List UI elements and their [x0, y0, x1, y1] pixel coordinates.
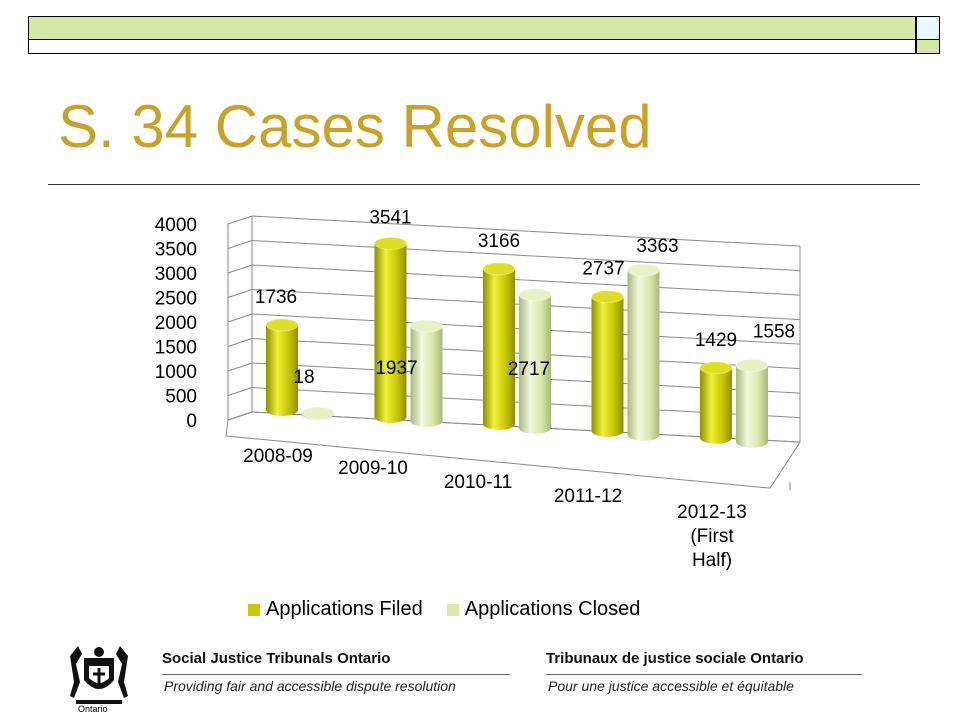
cases-resolved-chart: 0 500 1000 1500 2000 2500 3000 3500 4000 1736 18 35… [155, 207, 801, 571]
tagline-fr: Pour une justice accessible et équitable [548, 678, 794, 694]
gridline [251, 215, 801, 247]
data-label-filed: 3541 [369, 207, 411, 228]
legend-label-closed: Applications Closed [464, 598, 641, 620]
gridline [251, 264, 801, 296]
legend-swatch-closed [446, 603, 459, 616]
bar-filed-top [482, 262, 516, 276]
bar-closed-body [736, 365, 768, 442]
y-tick-label: 3500 [155, 240, 197, 261]
x-tick-label: 2009-10 [338, 458, 408, 479]
bar-filed [699, 361, 733, 444]
bar-filed-base [266, 404, 298, 416]
x-tick-label: 2008-09 [243, 446, 313, 467]
bar-closed [627, 263, 660, 441]
org-divider-fr [546, 674, 862, 675]
gridline-side [227, 240, 253, 249]
bar-closed-top [735, 358, 769, 372]
page-title: S. 34 Cases Resolved [58, 93, 652, 160]
y-tick-label: 0 [186, 411, 197, 432]
bar-filed-top [374, 236, 407, 250]
legend-item-filed: Applications Filed [248, 598, 423, 621]
data-label-closed: 18 [293, 367, 314, 388]
x-tick-label: 2010-11 [444, 472, 512, 493]
x-tick-label: 2012-13 (First Half) [677, 502, 747, 571]
bar-closed [518, 288, 552, 434]
legend-item-closed: Applications Closed [446, 598, 641, 621]
ontario-coat-of-arms-icon [70, 646, 128, 704]
data-label-closed: 1937 [375, 358, 417, 379]
y-tick-label: 500 [165, 387, 197, 408]
bar-closed-base [519, 421, 551, 434]
bar-closed-top [410, 319, 443, 333]
bar-closed-base [627, 428, 660, 441]
bar-filed-top [699, 361, 733, 375]
gridline-side [227, 387, 253, 396]
bar-filed-base [374, 410, 407, 423]
gridline [251, 240, 801, 272]
data-label-filed: 1736 [255, 287, 297, 308]
bar-closed [301, 406, 335, 420]
y-tick-label: 2000 [155, 313, 197, 334]
data-label-closed: 1558 [753, 321, 795, 342]
bar-filed [482, 262, 516, 430]
bar-filed-base [700, 431, 732, 444]
bar-filed [374, 236, 407, 423]
gridline-side [227, 338, 253, 347]
data-label-closed: 2717 [508, 359, 550, 380]
bar-filed [265, 318, 299, 416]
tagline-en: Providing fair and accessible dispute re… [164, 678, 456, 694]
bar-closed [735, 358, 769, 448]
bar-filed-top [265, 318, 299, 332]
bar-filed [591, 290, 624, 437]
gridline-side [227, 313, 253, 323]
org-divider-en [162, 674, 510, 675]
bar-filed-base [483, 417, 515, 430]
bar-filed-body [374, 243, 407, 417]
bar-filed-body [700, 367, 732, 438]
data-label-filed: 2737 [582, 259, 624, 280]
y-tick-label: 3000 [155, 264, 197, 285]
bar-closed-base [736, 435, 768, 448]
bars [265, 236, 769, 448]
gridline-side [227, 289, 253, 298]
bar-closed [410, 319, 443, 427]
data-label-filed: 1429 [695, 330, 737, 351]
legend-label-filed: Applications Filed [266, 598, 423, 620]
bar-closed-body [627, 270, 660, 435]
org-name-fr: Tribunaux de justice sociale Ontario [546, 650, 804, 667]
bar-closed-top [518, 288, 552, 302]
footer: Ontario Social Justice Tribunals Ontario… [60, 638, 880, 720]
data-label-closed: 3363 [636, 236, 678, 257]
bar-filed-body [266, 324, 298, 410]
bar-closed-top [627, 263, 660, 277]
bar-filed-base [591, 424, 624, 437]
decorative-band-bottom-row [28, 39, 916, 54]
y-tick-label: 2500 [155, 289, 197, 310]
gridline-side [227, 264, 253, 274]
x-tick-label: 2011-12 [554, 486, 622, 507]
title-divider [48, 184, 920, 185]
logo-ontario-text: Ontario [78, 704, 108, 714]
bar-closed-base [410, 414, 443, 427]
bar-filed-body [591, 296, 624, 431]
y-tick-label: 1500 [155, 338, 197, 359]
org-name-en: Social Justice Tribunals Ontario [162, 650, 391, 667]
decorative-band-bottom-box [916, 39, 940, 54]
bar-closed-body [410, 326, 443, 421]
gridline-side [227, 215, 253, 225]
decorative-header-band [28, 16, 940, 54]
bar-closed-top [301, 406, 335, 420]
bar-closed-body [519, 294, 551, 428]
bar-filed-top [591, 290, 624, 304]
data-label-filed: 3166 [478, 231, 520, 252]
bar-filed-body [483, 268, 515, 424]
chart-legend: Applications Filed Applications Closed [248, 598, 640, 621]
y-tick-label: 1000 [155, 362, 197, 383]
floor-front-edge [225, 419, 801, 489]
y-tick-label: 4000 [155, 215, 197, 236]
legend-swatch-filed [248, 603, 260, 616]
decorative-band-top-box [916, 16, 940, 40]
gridline-side [227, 362, 253, 372]
